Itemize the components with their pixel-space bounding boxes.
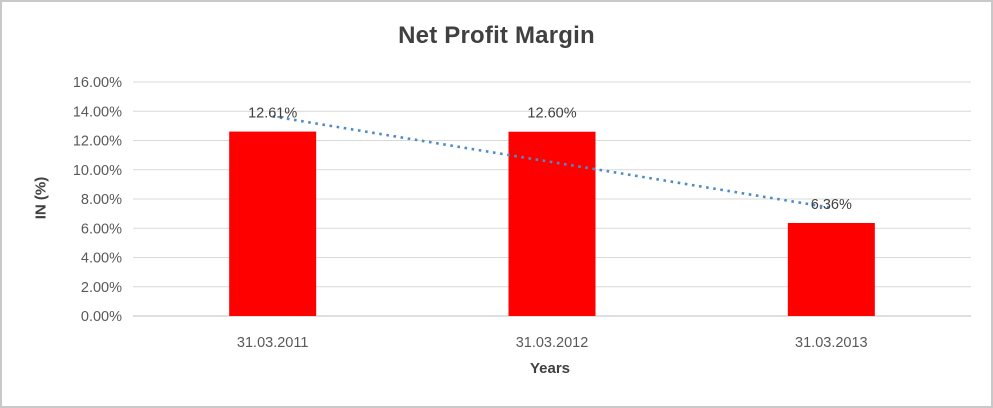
y-tick-label: 10.00% [73, 163, 122, 179]
y-tick-label: 12.00% [73, 134, 122, 150]
trendline [272, 115, 832, 210]
bar [787, 222, 875, 316]
chart-title: Net Profit Margin [398, 22, 595, 49]
y-tick-label: 4.00% [81, 251, 122, 267]
y-tick-label: 0.00% [81, 309, 122, 325]
x-axis-title: Years [529, 360, 571, 377]
x-tick-label: 31.03.2011 [237, 335, 309, 351]
y-tick-label: 2.00% [81, 280, 122, 296]
y-tick-label: 14.00% [73, 104, 122, 120]
bar-data-label: 12.60% [527, 106, 576, 122]
y-tick-label: 6.00% [81, 221, 122, 237]
bar-data-label: 6.36% [811, 197, 852, 213]
bar-data-label: 12.61% [248, 106, 297, 122]
x-tick-label: 31.03.2012 [516, 335, 589, 351]
y-tick-label: 8.00% [81, 192, 122, 208]
bar [229, 131, 317, 316]
x-tick-label: 31.03.2013 [795, 335, 868, 351]
y-tick-label: 16.00% [73, 75, 122, 91]
y-axis-title: IN (%) [32, 176, 50, 220]
bar [508, 131, 596, 316]
